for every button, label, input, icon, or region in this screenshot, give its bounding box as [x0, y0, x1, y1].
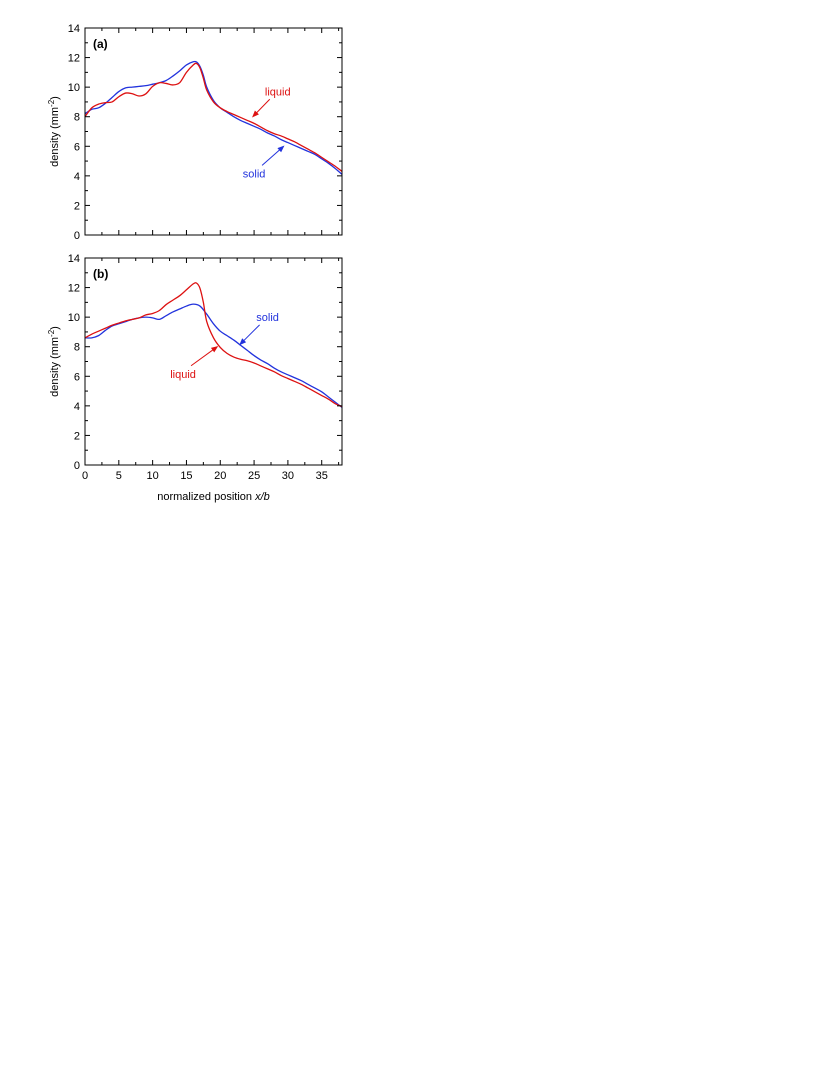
- annotation-arrowhead-liquid-b: [210, 345, 219, 353]
- y-tick-label-a: 12: [68, 53, 80, 65]
- y-tick-label-b: 4: [74, 401, 80, 413]
- series-line-liquid-a: [85, 62, 342, 172]
- plot-frame-b: [84, 257, 343, 466]
- x-tick-label-b: 5: [116, 470, 122, 482]
- y-tick-label-a: 14: [68, 23, 80, 35]
- y-tick-label-a: 0: [74, 230, 80, 242]
- y-axis-label-close: ): [49, 96, 61, 100]
- y-tick-label-a: 2: [74, 200, 80, 212]
- y-axis-label-sup: -2: [47, 329, 56, 337]
- y-axis-label-text: density (mm: [49, 107, 61, 167]
- annotation-arrow-liquid-b: [190, 348, 215, 367]
- series-line-liquid-b: [85, 282, 342, 408]
- panel-label-a: (a): [93, 37, 108, 51]
- y-tick-label-b: 8: [74, 342, 80, 354]
- y-tick-label-a: 8: [74, 112, 80, 124]
- series-line-solid-a: [85, 60, 342, 175]
- x-axis-label-text: normalized position: [157, 491, 255, 503]
- y-tick-label-b: 6: [74, 371, 80, 383]
- panel-b: 0 2 4 6 8 10 12 14 0 5 10 15 20 25 30 35 density (mm-2) n…: [47, 253, 343, 503]
- annotation-arrowhead-liquid-a: [252, 110, 259, 118]
- annotation-arrow-solid-b: [242, 324, 260, 343]
- annotation-arrow-liquid-a: [255, 98, 271, 115]
- annotation-arrowhead-solid-b: [239, 338, 247, 346]
- y-axis-label-a: density (mm-2): [47, 96, 61, 167]
- y-tick-label-b: 14: [68, 253, 80, 265]
- y-tick-label-a: 10: [68, 82, 80, 94]
- x-tick-label-b: 0: [82, 470, 88, 482]
- annotation-liquid-a: liquid: [265, 86, 291, 98]
- y-tick-label-b: 10: [68, 312, 80, 324]
- x-tick-label-b: 15: [180, 470, 192, 482]
- x-tick-label-b: 20: [214, 470, 226, 482]
- y-tick-label-b: 0: [74, 460, 80, 472]
- annotation-liquid-b: liquid: [170, 369, 196, 381]
- series-line-solid-b: [85, 303, 342, 408]
- y-axis-label-text: density (mm: [49, 337, 61, 397]
- annotation-solid-a: solid: [243, 168, 266, 180]
- y-axis-label-sup: -2: [47, 99, 56, 107]
- annotation-arrowhead-solid-a: [277, 145, 285, 153]
- annotation-arrow-solid-a: [261, 148, 282, 166]
- x-axis-label-italic: x/b: [254, 491, 270, 503]
- panel-label-b: (b): [93, 267, 108, 281]
- annotation-solid-b: solid: [256, 312, 279, 324]
- y-tick-label-b: 12: [68, 283, 80, 295]
- y-axis-label-b: density (mm-2): [47, 326, 61, 397]
- y-tick-label-b: 2: [74, 430, 80, 442]
- panel-a: 0 2 4 6 8 10 12 14 density (mm-2) (a) liquid solid: [47, 23, 343, 242]
- y-tick-label-a: 4: [74, 171, 80, 183]
- plot-frame-a: [84, 27, 343, 236]
- x-axis-label-b: normalized position x/b: [157, 491, 270, 503]
- x-tick-label-b: 30: [282, 470, 294, 482]
- y-tick-label-a: 6: [74, 141, 80, 153]
- x-tick-label-b: 25: [248, 470, 260, 482]
- x-tick-label-b: 10: [147, 470, 159, 482]
- y-axis-label-close: ): [49, 326, 61, 330]
- x-tick-label-b: 35: [316, 470, 328, 482]
